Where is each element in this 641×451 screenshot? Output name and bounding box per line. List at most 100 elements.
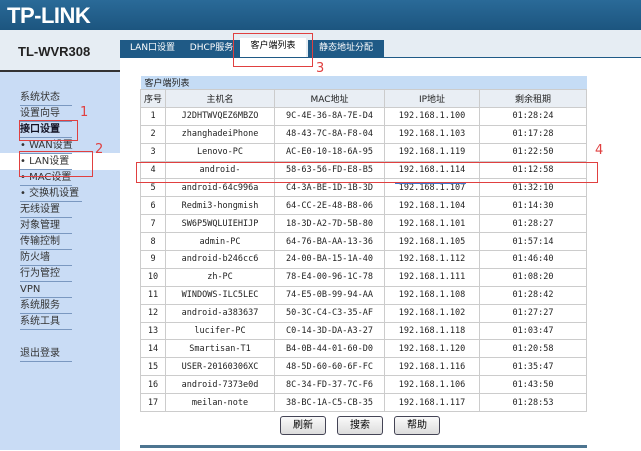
cell-ip: 192.168.1.119 [384, 142, 480, 162]
sidebar-item[interactable]: 系统服务 [20, 299, 72, 314]
tab-static-address[interactable]: 静态地址分配 [308, 40, 384, 57]
cell-index: 7 [140, 214, 166, 234]
cell-hostname: lucifer-PC [165, 321, 275, 341]
cell-hostname: Redmi3-hongmish [165, 196, 275, 216]
col-hostname: 主机名 [165, 89, 275, 108]
cell-index: 3 [140, 142, 166, 162]
cell-mac: 64-CC-2E-48-B8-06 [274, 196, 385, 216]
cell-mac: B4-0B-44-01-60-D0 [274, 339, 385, 359]
tp-link-logo: TP-LINK [7, 3, 91, 28]
annotation-1: 1 [80, 105, 89, 120]
sidebar-item[interactable]: 防火墙 [20, 251, 72, 266]
sidebar-item[interactable]: VPN [20, 283, 72, 298]
tab-client-list[interactable]: 客户端列表 [240, 38, 306, 57]
cell-hostname: WINDOWS-ILC5LEC [165, 285, 275, 305]
table-row: 10 zh-PC 78-E4-00-96-1C-78 192.168.1.111 01:… [140, 267, 587, 287]
cell-mac: 64-76-BA-AA-13-36 [274, 232, 385, 252]
cell-hostname: zhanghadeiPhone [165, 124, 275, 144]
cell-index: 1 [140, 106, 166, 126]
sidebar-item[interactable]: • MAC设置 [20, 171, 72, 186]
sidebar-item[interactable]: 系统状态 [20, 91, 72, 106]
cell-ip: 192.168.1.105 [384, 232, 480, 252]
cell-index: 11 [140, 285, 166, 305]
table-row: 16 android-7373e0d 8C-34-FD-37-7C-F6 192.16… [140, 375, 587, 395]
cell-mac: 38-BC-1A-C5-CB-35 [274, 393, 385, 413]
cell-lease: 01:28:24 [479, 106, 587, 126]
cell-mac: 78-E4-00-96-1C-78 [274, 267, 385, 287]
table-row: 8 admin-PC 64-76-BA-AA-13-36 192.168.1.105 0… [140, 232, 587, 252]
cell-lease: 01:14:30 [479, 196, 587, 216]
cell-index: 15 [140, 357, 166, 377]
table-row: 9 android-b246cc6 24-00-BA-15-1A-40 192.168… [140, 250, 587, 269]
annotation-2: 2 [95, 142, 104, 157]
cell-ip: 192.168.1.103 [384, 124, 480, 144]
table-row: 4 android- 58-63-56-FD-E8-B5 192.168.1.114 0… [140, 160, 587, 180]
cell-mac: 48-43-7C-8A-F8-04 [274, 124, 385, 144]
sidebar-item[interactable]: • 交换机设置 [20, 187, 82, 202]
table-row: 5 android-64c996a C4-3A-BE-1D-1B-3D 192.168… [140, 178, 587, 198]
cell-lease: 01:03:47 [479, 321, 587, 341]
sidebar-item[interactable]: 接口设置 [20, 123, 72, 138]
model-box: TL-WVR308 [0, 30, 120, 72]
cell-hostname: meilan-note [165, 393, 275, 413]
cell-index: 13 [140, 321, 166, 341]
cell-mac: 50-3C-C4-C3-35-AF [274, 303, 385, 323]
cell-lease: 01:28:42 [479, 285, 587, 305]
refresh-button[interactable]: 刷新 [280, 416, 326, 435]
sidebar-item[interactable]: 传输控制 [20, 235, 72, 250]
cell-mac: 24-00-BA-15-1A-40 [274, 250, 385, 269]
sidebar-item[interactable]: 行为管控 [20, 267, 72, 282]
cell-index: 16 [140, 375, 166, 395]
table-row: 11 WINDOWS-ILC5LEC 74-E5-0B-99-94-AA 192.16… [140, 285, 587, 305]
col-mac: MAC地址 [274, 89, 385, 108]
cell-hostname: android-7373e0d [165, 375, 275, 395]
search-button[interactable]: 搜索 [337, 416, 383, 435]
cell-ip: 192.168.1.111 [384, 267, 480, 287]
table-row: 1 J2DHTWVQEZ6MBZO 9C-4E-36-8A-7E-D4 192.168… [140, 106, 587, 126]
table-row: 14 Smartisan-T1 B4-0B-44-01-60-D0 192.168.1… [140, 339, 587, 359]
cell-index: 12 [140, 303, 166, 323]
table-row: 12 android-a383637 50-3C-C4-C3-35-AF 192.16… [140, 303, 587, 323]
cell-ip: 192.168.1.120 [384, 339, 480, 359]
sidebar-item[interactable]: 对象管理 [20, 219, 72, 234]
cell-ip: 192.168.1.100 [384, 106, 480, 126]
cell-mac: 9C-4E-36-8A-7E-D4 [274, 106, 385, 126]
cell-mac: 8C-34-FD-37-7C-F6 [274, 375, 385, 395]
cell-hostname: android-b246cc6 [165, 250, 275, 269]
table-row: 15 USER-20160306XC 48-5D-60-60-6F-FC 192.16… [140, 357, 587, 377]
cell-ip: 192.168.1.117 [384, 393, 480, 413]
sidebar-item[interactable]: 无线设置 [20, 203, 72, 218]
table-row: 7 SW6P5WQLUIEHIJP 18-3D-A2-7D-5B-80 192.168… [140, 214, 587, 234]
annotation-box-1 [19, 120, 78, 141]
cell-index: 17 [140, 393, 166, 413]
cell-lease: 01:17:28 [479, 124, 587, 144]
tab-lan-settings[interactable]: LAN口设置 [120, 40, 185, 57]
cell-hostname: SW6P5WQLUIEHIJP [165, 214, 275, 234]
sidebar-item[interactable]: • WAN设置 [20, 139, 73, 154]
sidebar-item[interactable]: • LAN设置 [20, 155, 72, 170]
table-header: 序号 主机名 MAC地址 IP地址 剩余租期 [140, 89, 587, 108]
top-banner: TP-LINK [0, 0, 641, 30]
cell-mac: C0-14-3D-DA-A3-27 [274, 321, 385, 341]
sidebar-item[interactable]: 退出登录 [20, 347, 72, 362]
help-button[interactable]: 帮助 [394, 416, 440, 435]
cell-hostname: Smartisan-T1 [165, 339, 275, 359]
cell-hostname: android-a383637 [165, 303, 275, 323]
cell-index: 2 [140, 124, 166, 144]
cell-ip: 192.168.1.118 [384, 321, 480, 341]
cell-lease: 01:27:27 [479, 303, 587, 323]
sidebar-item[interactable]: 设置向导 [20, 107, 72, 122]
table-row: 2 zhanghadeiPhone 48-43-7C-8A-F8-04 192.168… [140, 124, 587, 144]
table-row: 6 Redmi3-hongmish 64-CC-2E-48-B8-06 192.168… [140, 196, 587, 216]
cell-lease: 01:35:47 [479, 357, 587, 377]
cell-mac: 74-E5-0B-99-94-AA [274, 285, 385, 305]
cell-index: 14 [140, 339, 166, 359]
tab-dhcp[interactable]: DHCP服务 [183, 40, 240, 57]
cell-mac: AC-E0-10-18-6A-95 [274, 142, 385, 162]
cell-lease: 01:28:53 [479, 393, 587, 413]
sidebar-item[interactable]: 系统工具 [20, 315, 72, 330]
annotation-box-3 [233, 33, 313, 67]
cell-lease: 01:43:50 [479, 375, 587, 395]
ip-underline [395, 182, 466, 184]
table-caption: 客户端列表 [140, 76, 587, 90]
